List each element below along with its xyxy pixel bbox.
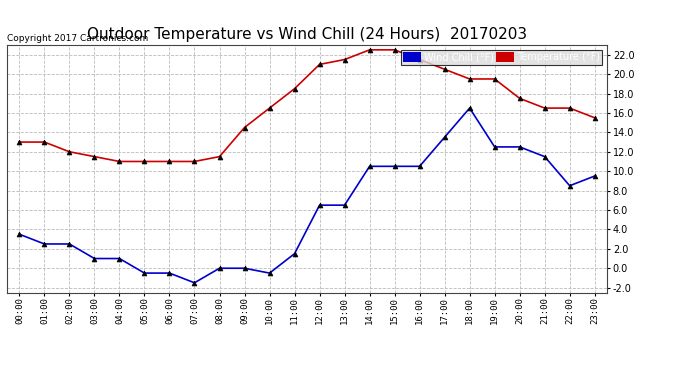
Legend: Wind Chill (°F), Temperature (°F): Wind Chill (°F), Temperature (°F)	[401, 50, 602, 65]
Text: Copyright 2017 Cartronics.com: Copyright 2017 Cartronics.com	[7, 33, 148, 42]
Title: Outdoor Temperature vs Wind Chill (24 Hours)  20170203: Outdoor Temperature vs Wind Chill (24 Ho…	[87, 27, 527, 42]
